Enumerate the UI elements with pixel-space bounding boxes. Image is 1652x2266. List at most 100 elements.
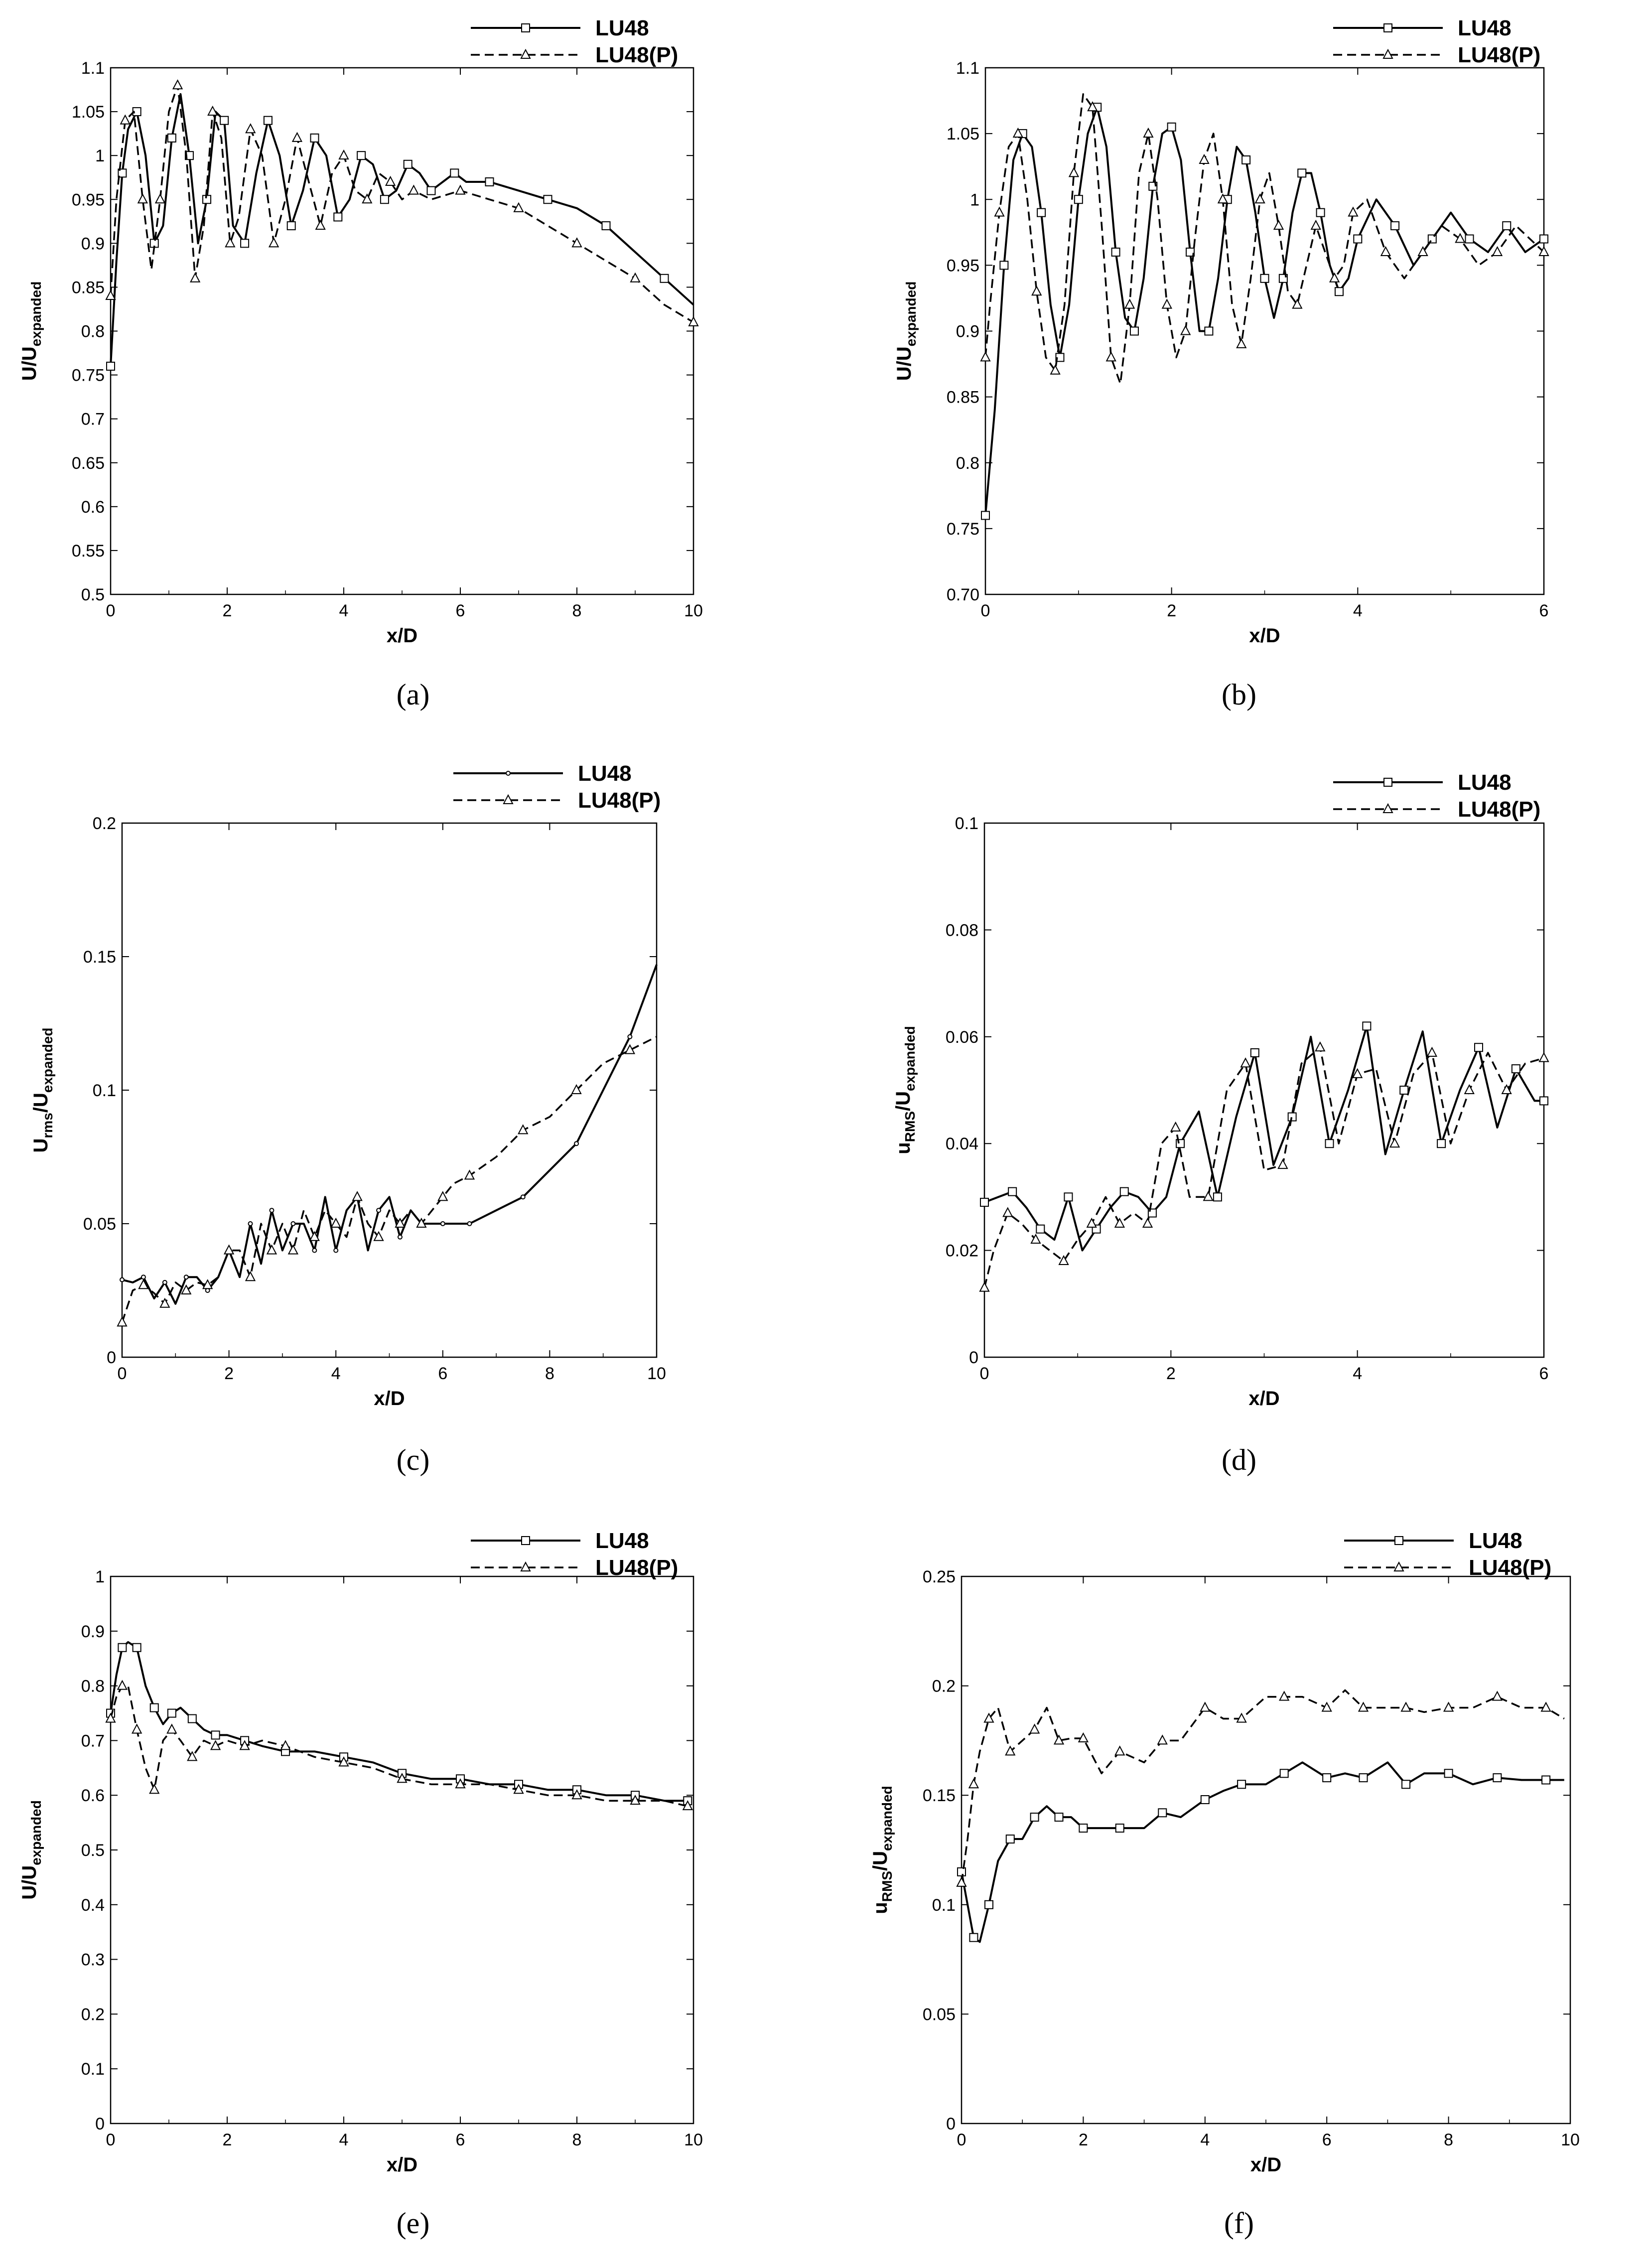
y-tick-label: 0.15 [83, 948, 116, 967]
y-tick-label: 0.2 [932, 1677, 956, 1696]
x-tick-label: 8 [572, 2130, 582, 2149]
y-tick-label: 0.9 [956, 322, 979, 341]
data-point-LU48(P) [979, 1281, 990, 1292]
x-tick-label: 4 [1353, 601, 1363, 620]
y-label-main-sub: RMS [879, 1871, 895, 1902]
data-point-LU48(P) [315, 219, 326, 230]
y-tick-label: 0.55 [72, 542, 105, 561]
data-point-LU48(P) [1380, 246, 1391, 256]
data-point-LU48(P) [1315, 1041, 1326, 1052]
data-point-LU48 [1005, 1835, 1015, 1844]
legend-label: LU48 [1458, 16, 1512, 40]
data-point-LU48(P) [571, 1084, 582, 1094]
legend-label: LU48 [1469, 1529, 1522, 1553]
data-point-LU48(P) [1352, 1068, 1363, 1078]
plot-frame [961, 1575, 1571, 2124]
legend-marker [1382, 48, 1393, 59]
data-point-LU48(P) [1277, 1158, 1288, 1169]
legend-marker [521, 1536, 530, 1545]
data-point-LU48(P) [309, 1231, 320, 1241]
data-point-LU48(P) [1278, 1691, 1290, 1701]
data-point-LU48(P) [223, 1244, 235, 1255]
data-point-LU48(P) [280, 1740, 291, 1750]
x-tick-label: 10 [684, 2130, 703, 2149]
chart-d: 0 2 4 6 0 0.02 0.04 0.06 0.08 0.1 x/D uRMS/Uexpande… [892, 770, 1549, 1410]
caption-d: (d) [1222, 1443, 1256, 1476]
data-point-LU48 [450, 168, 459, 178]
data-point-LU48 [1074, 195, 1083, 204]
y-tick-label: 0.1 [93, 1081, 116, 1100]
data-point-LU48(P) [1114, 1745, 1125, 1756]
data-point-LU48(P) [1492, 1691, 1503, 1701]
y-tick-label: 1 [95, 1567, 105, 1586]
data-point-LU48(P) [1348, 206, 1359, 217]
data-point-LU48(P) [239, 1740, 250, 1750]
x-tick-label: 6 [456, 601, 465, 620]
series-line-LU48 [110, 1641, 688, 1802]
data-point-LU48(P) [1540, 1701, 1551, 1712]
y-axis-label: U/Uexpanded [893, 282, 919, 381]
data-point-LU48(P) [571, 237, 582, 248]
y-tick-label: 0.4 [81, 1896, 105, 1915]
x-tick-label: 6 [1539, 1364, 1549, 1383]
data-point-LU48 [1260, 274, 1269, 283]
data-point-LU48(P) [385, 175, 396, 186]
data-point-LU48(P) [1053, 1734, 1065, 1745]
data-point-LU48(P) [630, 1795, 641, 1805]
y-tick-label: 0.8 [81, 322, 105, 341]
data-point-LU48(P) [1086, 1217, 1097, 1228]
data-point-LU48 [1316, 208, 1325, 217]
data-point-LU48 [220, 116, 229, 125]
y-tick-label: 1 [95, 146, 105, 165]
legend-label: LU48 [595, 1529, 649, 1553]
data-point-LU48(P) [956, 1876, 967, 1887]
y-axis-label: U/Uexpanded [18, 1800, 44, 1900]
data-point-LU48(P) [1199, 153, 1210, 164]
data-point-LU48 [248, 1221, 253, 1226]
data-point-LU48 [403, 159, 413, 169]
legend-label: LU48 [1458, 770, 1512, 795]
y-tick-label: 0.1 [81, 2060, 105, 2079]
plot-frame [984, 67, 1545, 595]
data-point-LU48 [187, 1714, 197, 1723]
y-tick-label: 0.8 [81, 1677, 105, 1696]
data-point-LU48(P) [1321, 1701, 1332, 1712]
caption-b: (b) [1222, 678, 1256, 711]
x-tick-label: 2 [1167, 601, 1176, 620]
legend: LU48 LU48(P) [1333, 16, 1540, 67]
data-point-LU48 [118, 1643, 127, 1652]
data-point-LU48 [1539, 1096, 1548, 1106]
data-point-LU48(P) [245, 123, 256, 134]
legend-marker [520, 48, 531, 59]
data-point-LU48 [1158, 1808, 1167, 1818]
y-label-sub: expanded [28, 282, 44, 347]
x-tick-label: 6 [456, 2130, 465, 2149]
y-tick-label: 1.1 [81, 59, 105, 78]
x-tick-label: 4 [1353, 1364, 1362, 1383]
x-tick-label: 2 [1166, 1364, 1176, 1383]
data-point-LU48(P) [1068, 167, 1080, 177]
data-point-LU48 [1444, 1769, 1453, 1778]
data-point-LU48(P) [518, 1124, 529, 1134]
data-point-LU48 [1030, 1813, 1039, 1822]
y-tick-label: 1 [970, 190, 979, 209]
data-point-LU48(P) [166, 1723, 177, 1734]
data-point-LU48(P) [1240, 1057, 1251, 1068]
x-tick-label: 10 [684, 601, 703, 620]
legend-marker [506, 771, 511, 776]
y-label-sub: expanded [903, 282, 919, 347]
x-tick-label: 0 [106, 2130, 116, 2149]
data-point-LU48 [1541, 1775, 1551, 1785]
caption-f: (f) [1224, 2207, 1254, 2240]
data-point-LU48(P) [117, 1316, 128, 1327]
plot-frame [110, 67, 694, 595]
data-point-LU48(P) [1389, 1137, 1400, 1148]
data-point-LU48(P) [1087, 101, 1098, 112]
y-label-sub: expanded [902, 1026, 918, 1091]
y-tick-label: 0.6 [81, 498, 105, 517]
data-point-LU48 [132, 1643, 141, 1652]
x-axis-label: x/D [1248, 1388, 1279, 1410]
y-tick-label: 0 [107, 1348, 116, 1367]
data-point-LU48(P) [287, 1244, 299, 1255]
